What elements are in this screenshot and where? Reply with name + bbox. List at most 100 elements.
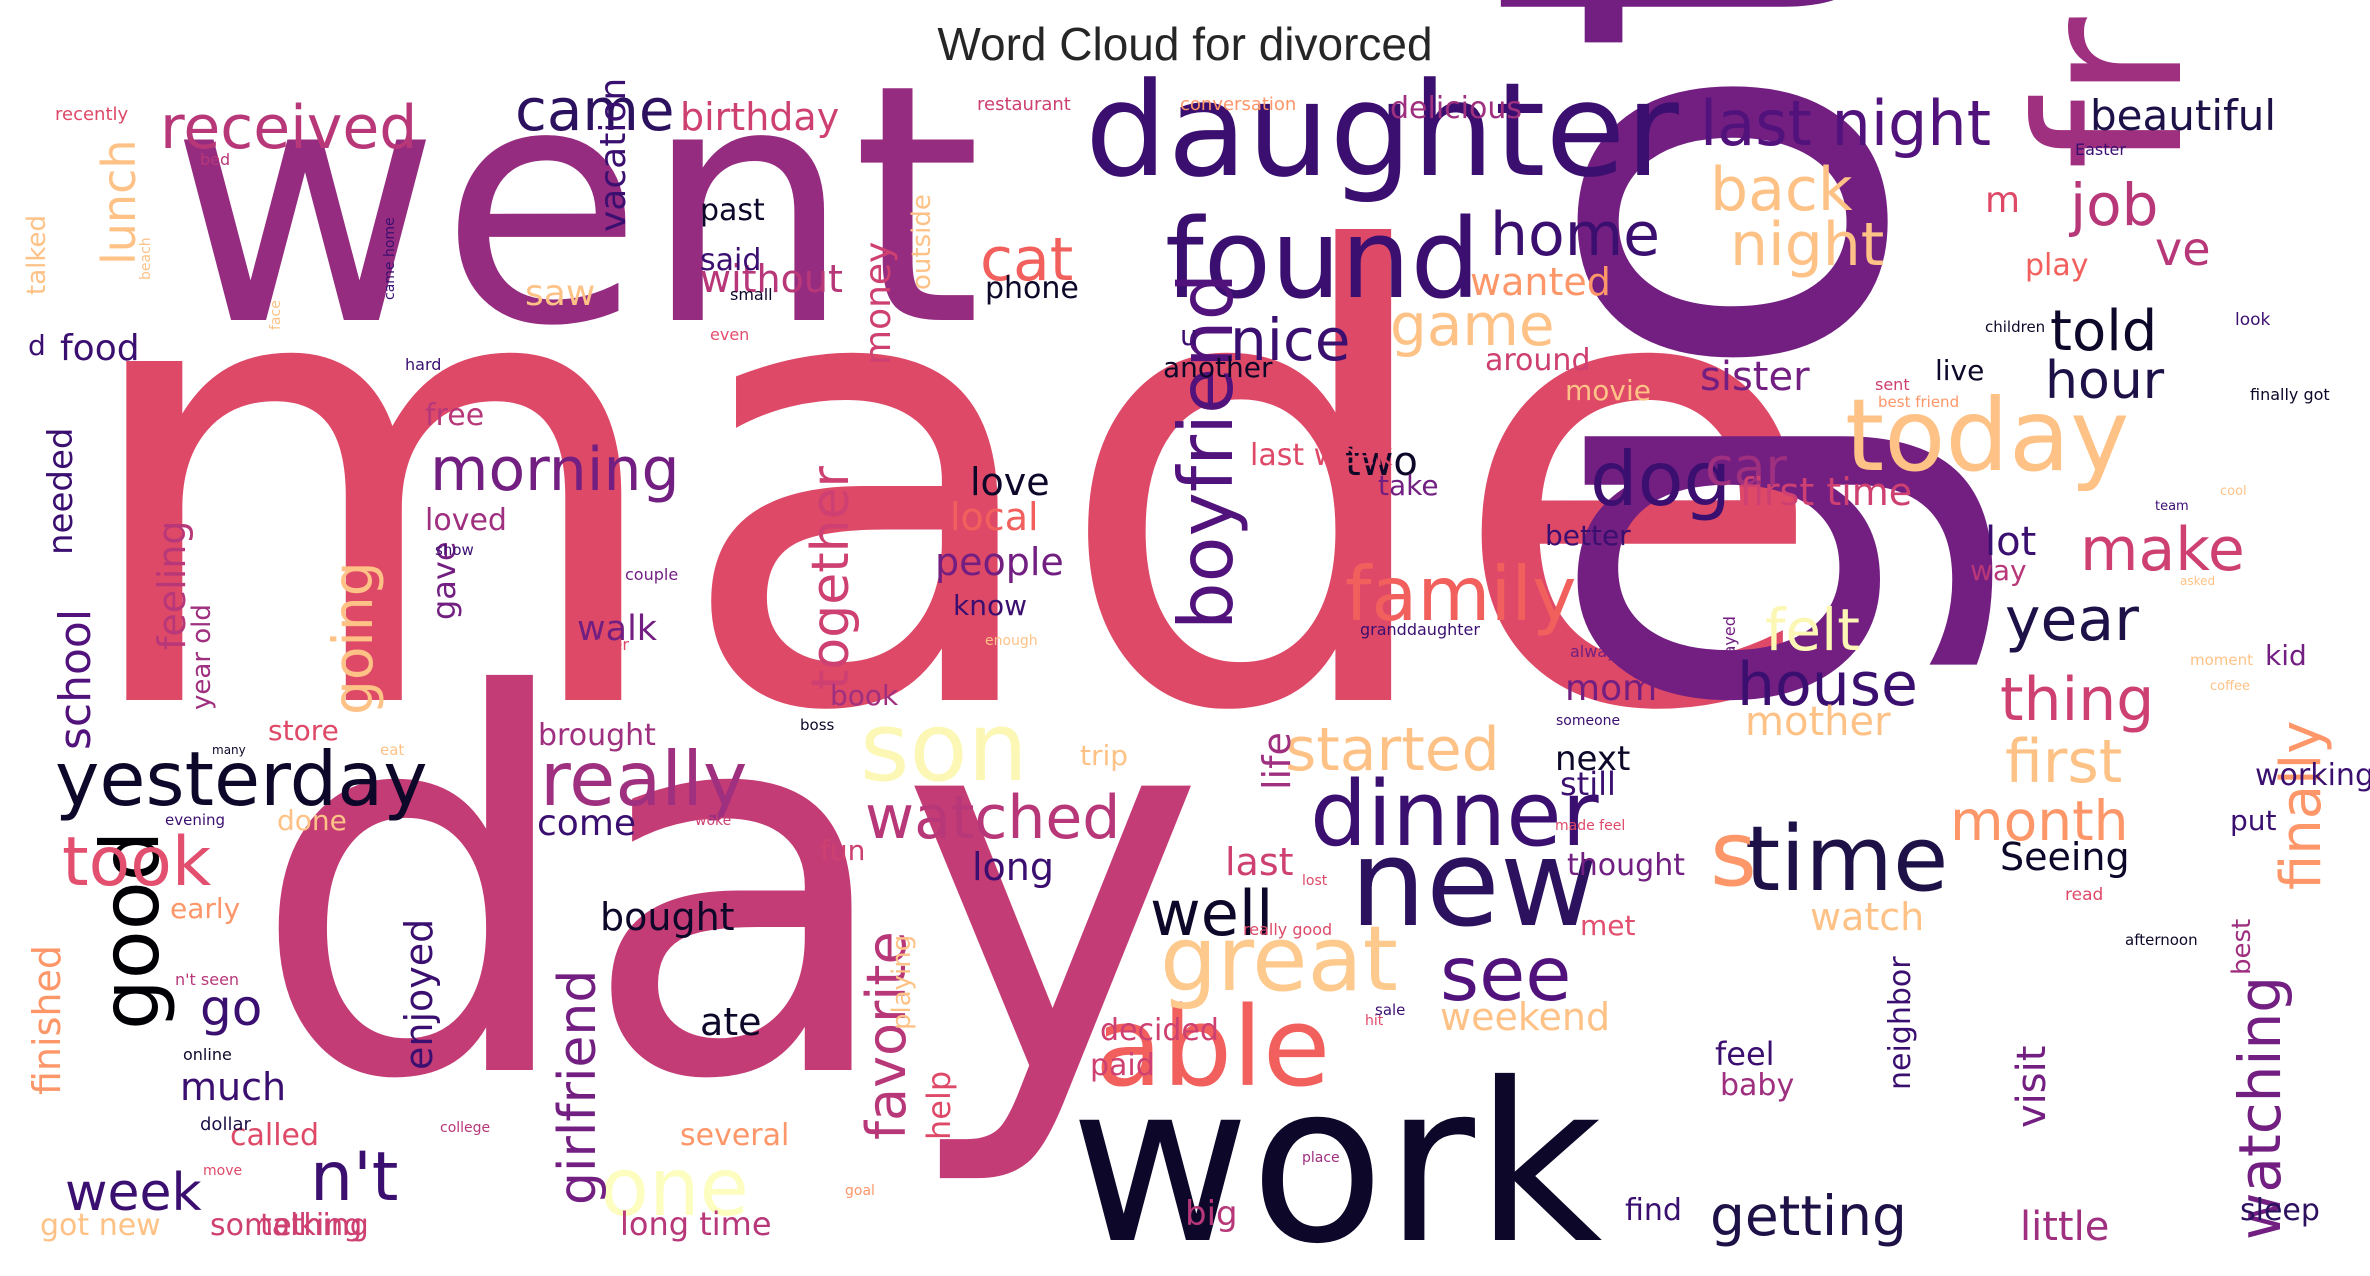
- word-got-new: got new: [40, 1208, 161, 1243]
- word-move: move: [203, 1163, 242, 1179]
- word-ate: ate: [700, 1000, 762, 1044]
- word-love: love: [970, 460, 1050, 504]
- word-face: face: [268, 300, 284, 330]
- word-find: find: [1625, 1193, 1682, 1228]
- word-hard: hard: [405, 355, 441, 374]
- word-small: small: [730, 285, 773, 304]
- word-put: put: [2230, 804, 2277, 837]
- word-boyfriend: boyfriend: [1162, 273, 1250, 630]
- word-best-friend: best friend: [1878, 393, 1959, 411]
- word-took: took: [62, 823, 212, 902]
- word-cool: cool: [2220, 484, 2247, 499]
- word-started: started: [1285, 715, 1500, 785]
- word-finally-got: finally got: [2250, 385, 2330, 404]
- word-brought: brought: [538, 718, 656, 753]
- word-local: local: [950, 495, 1039, 539]
- word-mom: mom: [1565, 668, 1657, 709]
- word-finally: finally: [2269, 721, 2334, 890]
- word-still: still: [1560, 765, 1616, 803]
- word-long-time: long time: [620, 1205, 772, 1243]
- word-feel: feel: [1715, 1035, 1775, 1073]
- word-look: look: [2235, 310, 2271, 330]
- word-came: came: [515, 76, 675, 144]
- word-yesterday: yesterday: [55, 735, 428, 823]
- word-son: son: [860, 693, 1028, 803]
- word-called: called: [230, 1118, 319, 1153]
- word-play: play: [2025, 248, 2089, 283]
- word-able: able: [1095, 983, 1330, 1111]
- word-month: month: [1950, 789, 2129, 853]
- word-neighbor: neighbor: [1883, 956, 1918, 1090]
- word-something: something: [210, 1208, 369, 1243]
- word-brother: brother: [570, 635, 629, 654]
- word-past: past: [700, 193, 765, 228]
- word-afternoon: afternoon: [2125, 931, 2198, 949]
- word-around: around: [1485, 343, 1590, 378]
- word-dinner: dinner: [1310, 762, 1599, 867]
- word-sleep: sleep: [2240, 1193, 2320, 1228]
- word-big: big: [1185, 1194, 1238, 1234]
- word-morning: morning: [430, 435, 680, 505]
- word-know: know: [953, 589, 1027, 622]
- word-boss: boss: [800, 716, 835, 734]
- word-recently: recently: [55, 104, 129, 125]
- word-lot: lot: [1985, 519, 2036, 565]
- word-someone: someone: [1556, 713, 1620, 729]
- word-beautiful: beautiful: [2090, 91, 2276, 140]
- word-enough: enough: [985, 633, 1038, 649]
- word-baby: baby: [1720, 1068, 1794, 1103]
- word-little: little: [2020, 1204, 2109, 1250]
- word-come: come: [537, 803, 636, 844]
- word-came-home: came home: [382, 217, 398, 300]
- word-much: much: [180, 1065, 286, 1109]
- word-several: several: [680, 1118, 789, 1153]
- word-seeing: Seeing: [2000, 835, 2130, 879]
- word-first-time: first time: [1740, 470, 1912, 514]
- word-trip: trip: [1080, 739, 1128, 772]
- word-two: two: [1345, 439, 1418, 485]
- word-night: night: [1730, 210, 1884, 280]
- word-wanted: wanted: [1470, 260, 1611, 304]
- word-restaurant: restaurant: [977, 94, 1071, 115]
- word-even: even: [710, 325, 749, 344]
- word-dog: dog: [1590, 435, 1731, 523]
- word-finished: finished: [25, 945, 69, 1095]
- word-another: another: [1163, 351, 1273, 384]
- word-help: help: [920, 1071, 958, 1140]
- word-asked: asked: [2180, 574, 2215, 588]
- word-show: show: [435, 541, 474, 559]
- word-live: live: [1935, 354, 1984, 387]
- word-school: school: [50, 609, 101, 750]
- word-go: go: [200, 979, 262, 1037]
- word-best: best: [2227, 919, 2257, 975]
- word-received: received: [160, 93, 417, 163]
- word-enjoyed: enjoyed: [397, 919, 441, 1070]
- word-sale: sale: [1375, 1001, 1405, 1019]
- word-made: made: [70, 126, 1829, 847]
- word-take: take: [1378, 469, 1439, 502]
- word-car: car: [1705, 438, 1787, 498]
- word-mother: mother: [1745, 699, 1891, 745]
- word-movie: movie: [1565, 374, 1651, 407]
- word-daughter: daughter: [1085, 54, 1679, 206]
- word-watched: watched: [865, 783, 1120, 853]
- word-year-old: year old: [187, 604, 217, 710]
- word-last-night: last night: [1700, 87, 1991, 160]
- word-outside: outside: [907, 194, 937, 290]
- word-bed: bed: [200, 150, 230, 169]
- word-many: many: [212, 743, 246, 757]
- word-sent: sent: [1875, 375, 1910, 394]
- word-work: work: [1070, 1036, 1602, 1276]
- word-long: long: [972, 845, 1054, 889]
- word-u: u: [1180, 319, 1198, 352]
- word-today: today: [1845, 377, 2129, 494]
- word-weekend: weekend: [1440, 995, 1610, 1039]
- word-well: well: [1150, 877, 1273, 950]
- word-lunch: lunch: [92, 139, 146, 265]
- word-really-good: really good: [1243, 920, 1332, 939]
- word-s: s: [1710, 802, 1757, 907]
- word-talking: talking: [260, 1208, 362, 1243]
- word-gave: gave: [425, 541, 463, 620]
- word-cat: cat: [980, 225, 1073, 295]
